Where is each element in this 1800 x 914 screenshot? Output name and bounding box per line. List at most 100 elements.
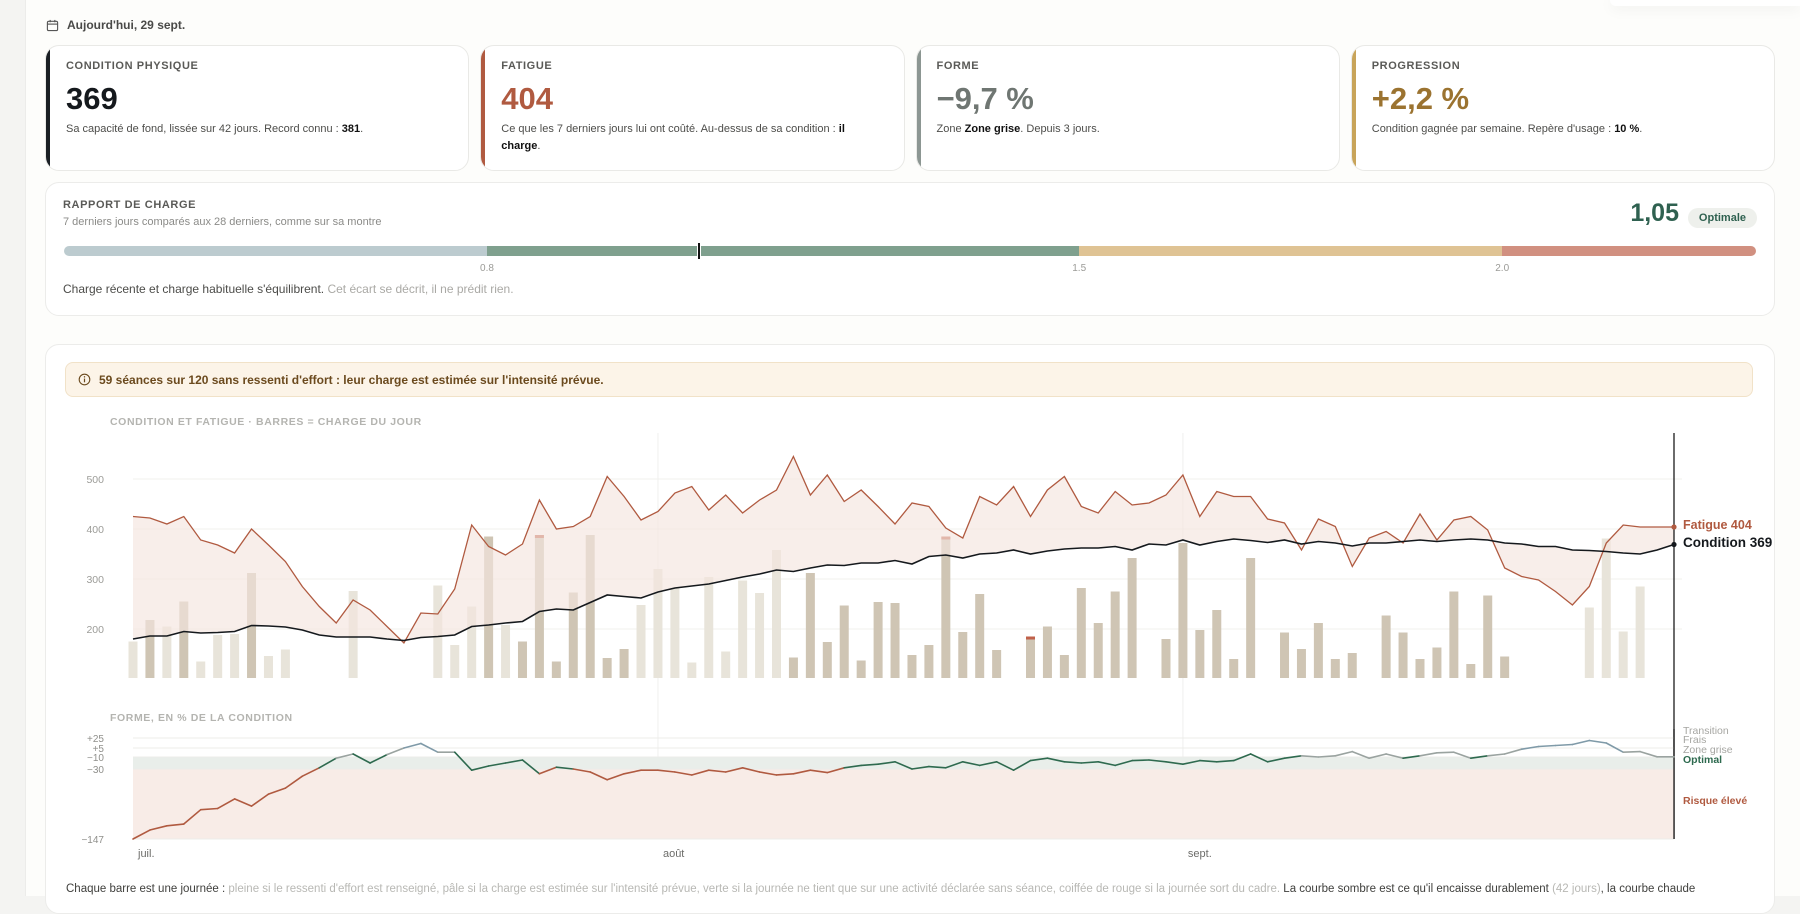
forme-line-segment <box>1097 760 1116 767</box>
forme-line-segment <box>555 766 575 770</box>
load-bar <box>196 661 206 678</box>
zone-label: Optimal <box>1683 754 1722 766</box>
zone-label: Risque élevé <box>1683 795 1747 807</box>
load-bar <box>721 651 731 678</box>
load-bar <box>992 650 1002 678</box>
forme-line-segment <box>1537 744 1557 748</box>
forme-line-segment <box>386 747 405 756</box>
load-bar <box>1059 655 1069 678</box>
gauge-zone <box>487 246 1080 256</box>
forme-line-segment <box>1215 759 1235 763</box>
forme-line-segment <box>335 753 354 760</box>
high-risk-zone <box>133 769 1674 839</box>
forme-line-segment <box>589 771 608 781</box>
info-alert: 59 séances sur 120 sans ressenti d'effor… <box>65 362 1753 397</box>
load-bar <box>670 587 680 678</box>
load-bar <box>263 656 273 678</box>
chart-title: CONDITION ET FATIGUE · BARRES = CHARGE D… <box>110 416 422 428</box>
charts-panel: 59 séances sur 120 sans ressenti d'effor… <box>45 344 1775 914</box>
card-forme: FORME −9,7 % Zone Zone grise. Depuis 3 j… <box>915 45 1340 171</box>
load-bar <box>230 634 240 678</box>
chart-legend-text: Chaque barre est une journée : pleine si… <box>66 883 1696 895</box>
load-bar <box>924 645 934 678</box>
load-bar <box>687 662 697 678</box>
forme-line-segment <box>741 766 761 773</box>
forme-line-segment <box>1554 743 1574 747</box>
forme-line-segment <box>1486 753 1506 757</box>
forme-line-segment <box>894 760 913 770</box>
forme-line-segment <box>775 772 795 776</box>
metric-cards: CONDITION PHYSIQUE 369 Sa capacité de fo… <box>45 45 1775 171</box>
month-label: août <box>663 848 684 860</box>
forme-line-segment <box>132 829 151 840</box>
alert-text: 59 séances sur 120 sans ressenti d'effor… <box>99 372 604 387</box>
forme-line-segment <box>284 775 304 789</box>
forme-line-segment <box>470 765 490 771</box>
load-bar <box>1500 656 1510 678</box>
load-bar <box>1178 543 1188 678</box>
forme-line-segment <box>453 751 473 771</box>
forme-line-segment <box>318 757 338 769</box>
load-bar <box>501 625 511 678</box>
fatigue-line <box>132 454 1674 645</box>
forme-line-segment <box>1199 759 1218 763</box>
forme-line-segment <box>1131 759 1150 762</box>
load-bar <box>755 593 765 678</box>
forme-line-segment <box>928 765 947 769</box>
forme-line-segment <box>674 771 693 776</box>
load-bar <box>517 641 527 678</box>
forme-line-segment <box>1283 754 1303 760</box>
y-tick-label: 200 <box>86 624 104 636</box>
forme-line-segment <box>1317 754 1337 758</box>
forme-line-segment <box>149 825 168 831</box>
forme-tick-label: −10 <box>87 753 104 764</box>
forme-tick-label: −30 <box>87 765 104 776</box>
load-bar <box>1093 623 1103 678</box>
forme-line-segment <box>1402 754 1421 760</box>
forme-tick-label: +25 <box>87 734 104 745</box>
load-bar <box>1042 626 1052 678</box>
calendar-icon <box>46 19 59 31</box>
forme-line-segment <box>1469 754 1489 760</box>
load-bar-cap <box>1026 636 1036 640</box>
forme-tick-label: +5 <box>93 744 105 755</box>
forme-line-segment <box>1588 739 1608 744</box>
load-bar <box>1229 659 1239 678</box>
status-badge: Optimale <box>1687 208 1757 228</box>
card-value: +2,2 % <box>1371 81 1470 116</box>
page-panel: Aujourd'hui, 29 sept. CONDITION PHYSIQUE… <box>25 0 1800 914</box>
load-bar <box>585 535 595 678</box>
month-label: juil. <box>137 848 155 860</box>
card-condition: CONDITION PHYSIQUE 369 Sa capacité de fo… <box>45 45 470 171</box>
forme-line-segment <box>995 760 1015 771</box>
load-bar <box>839 605 849 678</box>
popover-edge <box>1610 0 1800 6</box>
load-bar <box>958 632 968 678</box>
zone-label: Frais <box>1683 734 1706 746</box>
forme-line-segment <box>199 807 219 811</box>
forme-line-segment <box>606 772 625 781</box>
card-label: FORME <box>936 60 980 72</box>
forme-line-segment <box>877 760 896 766</box>
forme-line-segment <box>792 769 812 775</box>
forme-chart-title: FORME, EN % DE LA CONDITION <box>110 712 293 724</box>
optimal-zone <box>133 757 1674 769</box>
load-bar <box>1415 659 1425 678</box>
forme-line-segment <box>911 765 930 770</box>
load-bar <box>1246 558 1256 678</box>
load-bar <box>704 577 714 678</box>
forme-line-segment <box>1182 759 1201 766</box>
forme-line-segment <box>1368 753 1387 760</box>
forme-line-segment <box>1249 753 1269 763</box>
info-icon <box>78 373 91 386</box>
forme-line-segment <box>1571 739 1591 746</box>
forme-line-segment <box>1300 754 1320 758</box>
load-bar <box>162 626 172 678</box>
gauge-tick: 1.5 <box>1072 263 1087 274</box>
forme-line-segment <box>1080 760 1100 764</box>
gauge-zone <box>1502 246 1756 256</box>
load-bar <box>1313 623 1323 678</box>
load-bar <box>1127 558 1137 678</box>
load-bar <box>1195 630 1205 678</box>
load-bar <box>941 536 951 678</box>
